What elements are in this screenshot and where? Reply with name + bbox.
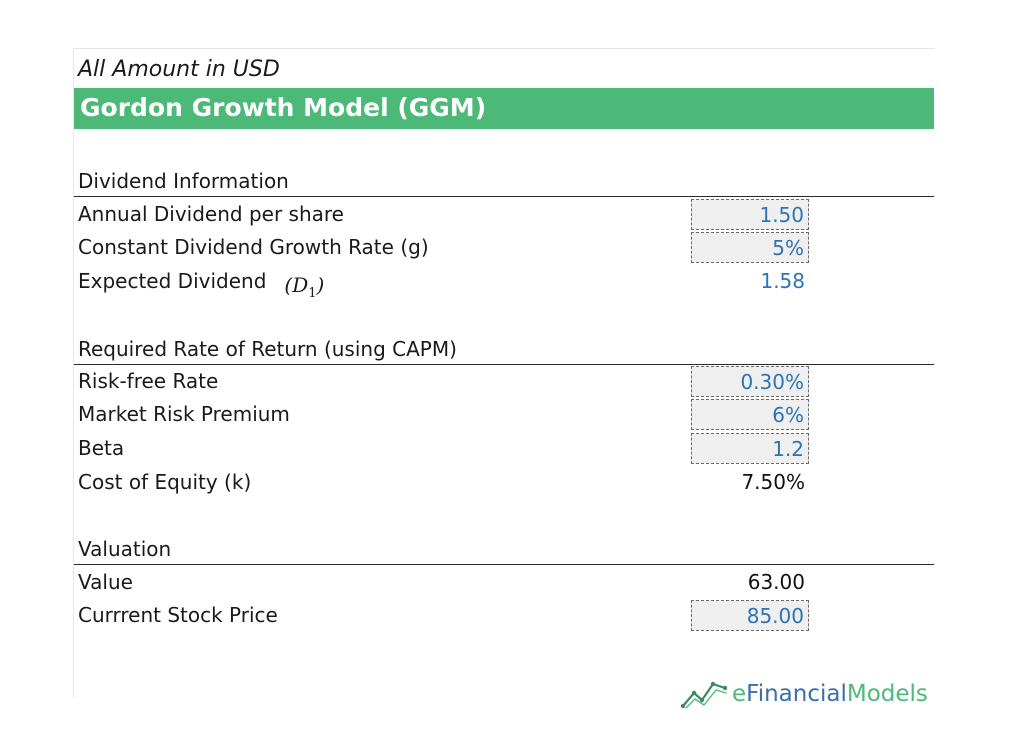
efinancialmodels-logo: eFinancialModels (680, 676, 928, 712)
trend-line-logo-icon (680, 681, 728, 709)
section-divider-required-return (74, 364, 934, 365)
section-heading-valuation: Valuation (78, 537, 172, 561)
sheet-left-border (73, 48, 74, 698)
row-label: Value (78, 570, 133, 594)
model-title: Gordon Growth Model (GGM) (80, 93, 487, 122)
annual-dividend-input[interactable]: 1.50 (691, 199, 809, 230)
row-label: Cost of Equity (k) (78, 470, 252, 494)
section-heading-required-return: Required Rate of Return (using CAPM) (78, 337, 457, 361)
current-stock-price-input[interactable]: 85.00 (691, 600, 809, 631)
section-divider-valuation (74, 564, 934, 565)
row-risk-free-rate: Risk-free Rate 0.30% (74, 365, 934, 398)
row-value: Value 63.00 (74, 566, 934, 599)
row-beta: Beta 1.2 (74, 432, 934, 465)
row-market-risk-premium: Market Risk Premium 6% (74, 398, 934, 431)
d1-formula-symbol: (D1) (284, 273, 325, 301)
model-title-bar: Gordon Growth Model (GGM) (74, 88, 934, 129)
risk-free-rate-input[interactable]: 0.30% (691, 366, 809, 397)
beta-input[interactable]: 1.2 (691, 433, 809, 464)
intrinsic-value[interactable]: 63.00 (747, 570, 805, 594)
row-annual-dividend: Annual Dividend per share 1.50 (74, 198, 934, 231)
row-label: Beta (78, 436, 125, 460)
expected-dividend-label: Expected Dividend (78, 269, 267, 293)
section-heading-dividend: Dividend Information (78, 169, 289, 193)
growth-rate-input[interactable]: 5% (691, 232, 809, 263)
row-label: Currrent Stock Price (78, 603, 278, 627)
row-expected-dividend: Expected Dividend (D1) 1.58 (74, 265, 934, 301)
row-current-stock-price: Currrent Stock Price 85.00 (74, 599, 934, 632)
row-label: Market Risk Premium (78, 402, 290, 426)
row-cost-of-equity: Cost of Equity (k) 7.50% (74, 466, 934, 499)
market-risk-premium-input[interactable]: 6% (691, 399, 809, 430)
row-label: Annual Dividend per share (78, 202, 344, 226)
section-divider-dividend (74, 196, 934, 197)
currency-note: All Amount in USD (78, 57, 280, 82)
cost-of-equity-value[interactable]: 7.50% (741, 470, 805, 494)
brand-wordmark: eFinancialModels (732, 681, 928, 707)
sheet-top-border (73, 48, 935, 49)
expected-dividend-value[interactable]: 1.58 (760, 269, 805, 293)
row-label: Constant Dividend Growth Rate (g) (78, 235, 429, 259)
row-label: Risk-free Rate (78, 369, 219, 393)
row-growth-rate: Constant Dividend Growth Rate (g) 5% (74, 231, 934, 264)
row-label: Expected Dividend (D1) (78, 268, 324, 303)
